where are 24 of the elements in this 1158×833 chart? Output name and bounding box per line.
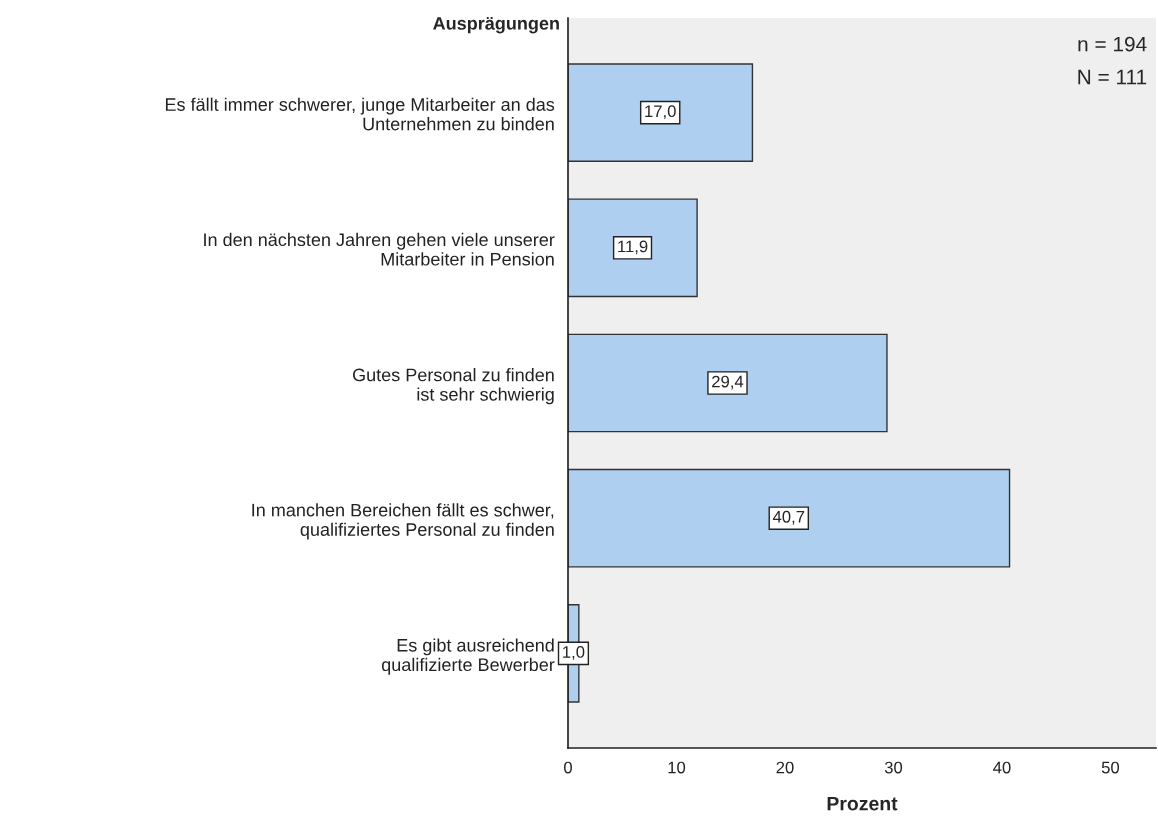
data-label: 11,9 xyxy=(618,240,648,255)
x-tick-label: 30 xyxy=(884,761,903,774)
y-tick-label: Gutes Personal zu finden ist sehr schwierig xyxy=(352,368,554,405)
bar xyxy=(568,198,698,298)
x-tick-label: 50 xyxy=(1101,761,1120,774)
bar xyxy=(568,468,1011,568)
y-tick-label: In den nächsten Jahren gehen viele unserer Mitarbeiter in Pension xyxy=(204,232,555,266)
y-tick-label: Es gibt ausreichend qualifizierte Bewerber xyxy=(381,638,555,675)
annotation: N = 111 xyxy=(1078,69,1147,85)
x-tick-label: 40 xyxy=(993,761,1011,774)
x-axis-title: Prozent xyxy=(827,796,898,811)
bar xyxy=(568,63,754,162)
x-tick-label: 10 xyxy=(668,761,686,774)
data-label: 1,0 xyxy=(563,646,585,660)
y-tick-label: In manchen Bereichen fällt es schwer, qualifiziertes Personal zu finden xyxy=(252,503,554,540)
x-tick-label: 20 xyxy=(776,761,794,774)
data-label: 40,7 xyxy=(772,510,805,525)
y-axis-title: Ausprägungen xyxy=(433,17,559,34)
data-label: 29,4 xyxy=(712,375,744,390)
data-label: 17,0 xyxy=(645,105,676,120)
y-tick-label: Es fällt immer schwerer, junge Mitarbeiter an das Unternehmen zu binden xyxy=(165,97,555,131)
annotation: n = 194 xyxy=(1078,36,1147,52)
x-tick-label: 0 xyxy=(564,761,572,774)
bar xyxy=(568,333,888,433)
